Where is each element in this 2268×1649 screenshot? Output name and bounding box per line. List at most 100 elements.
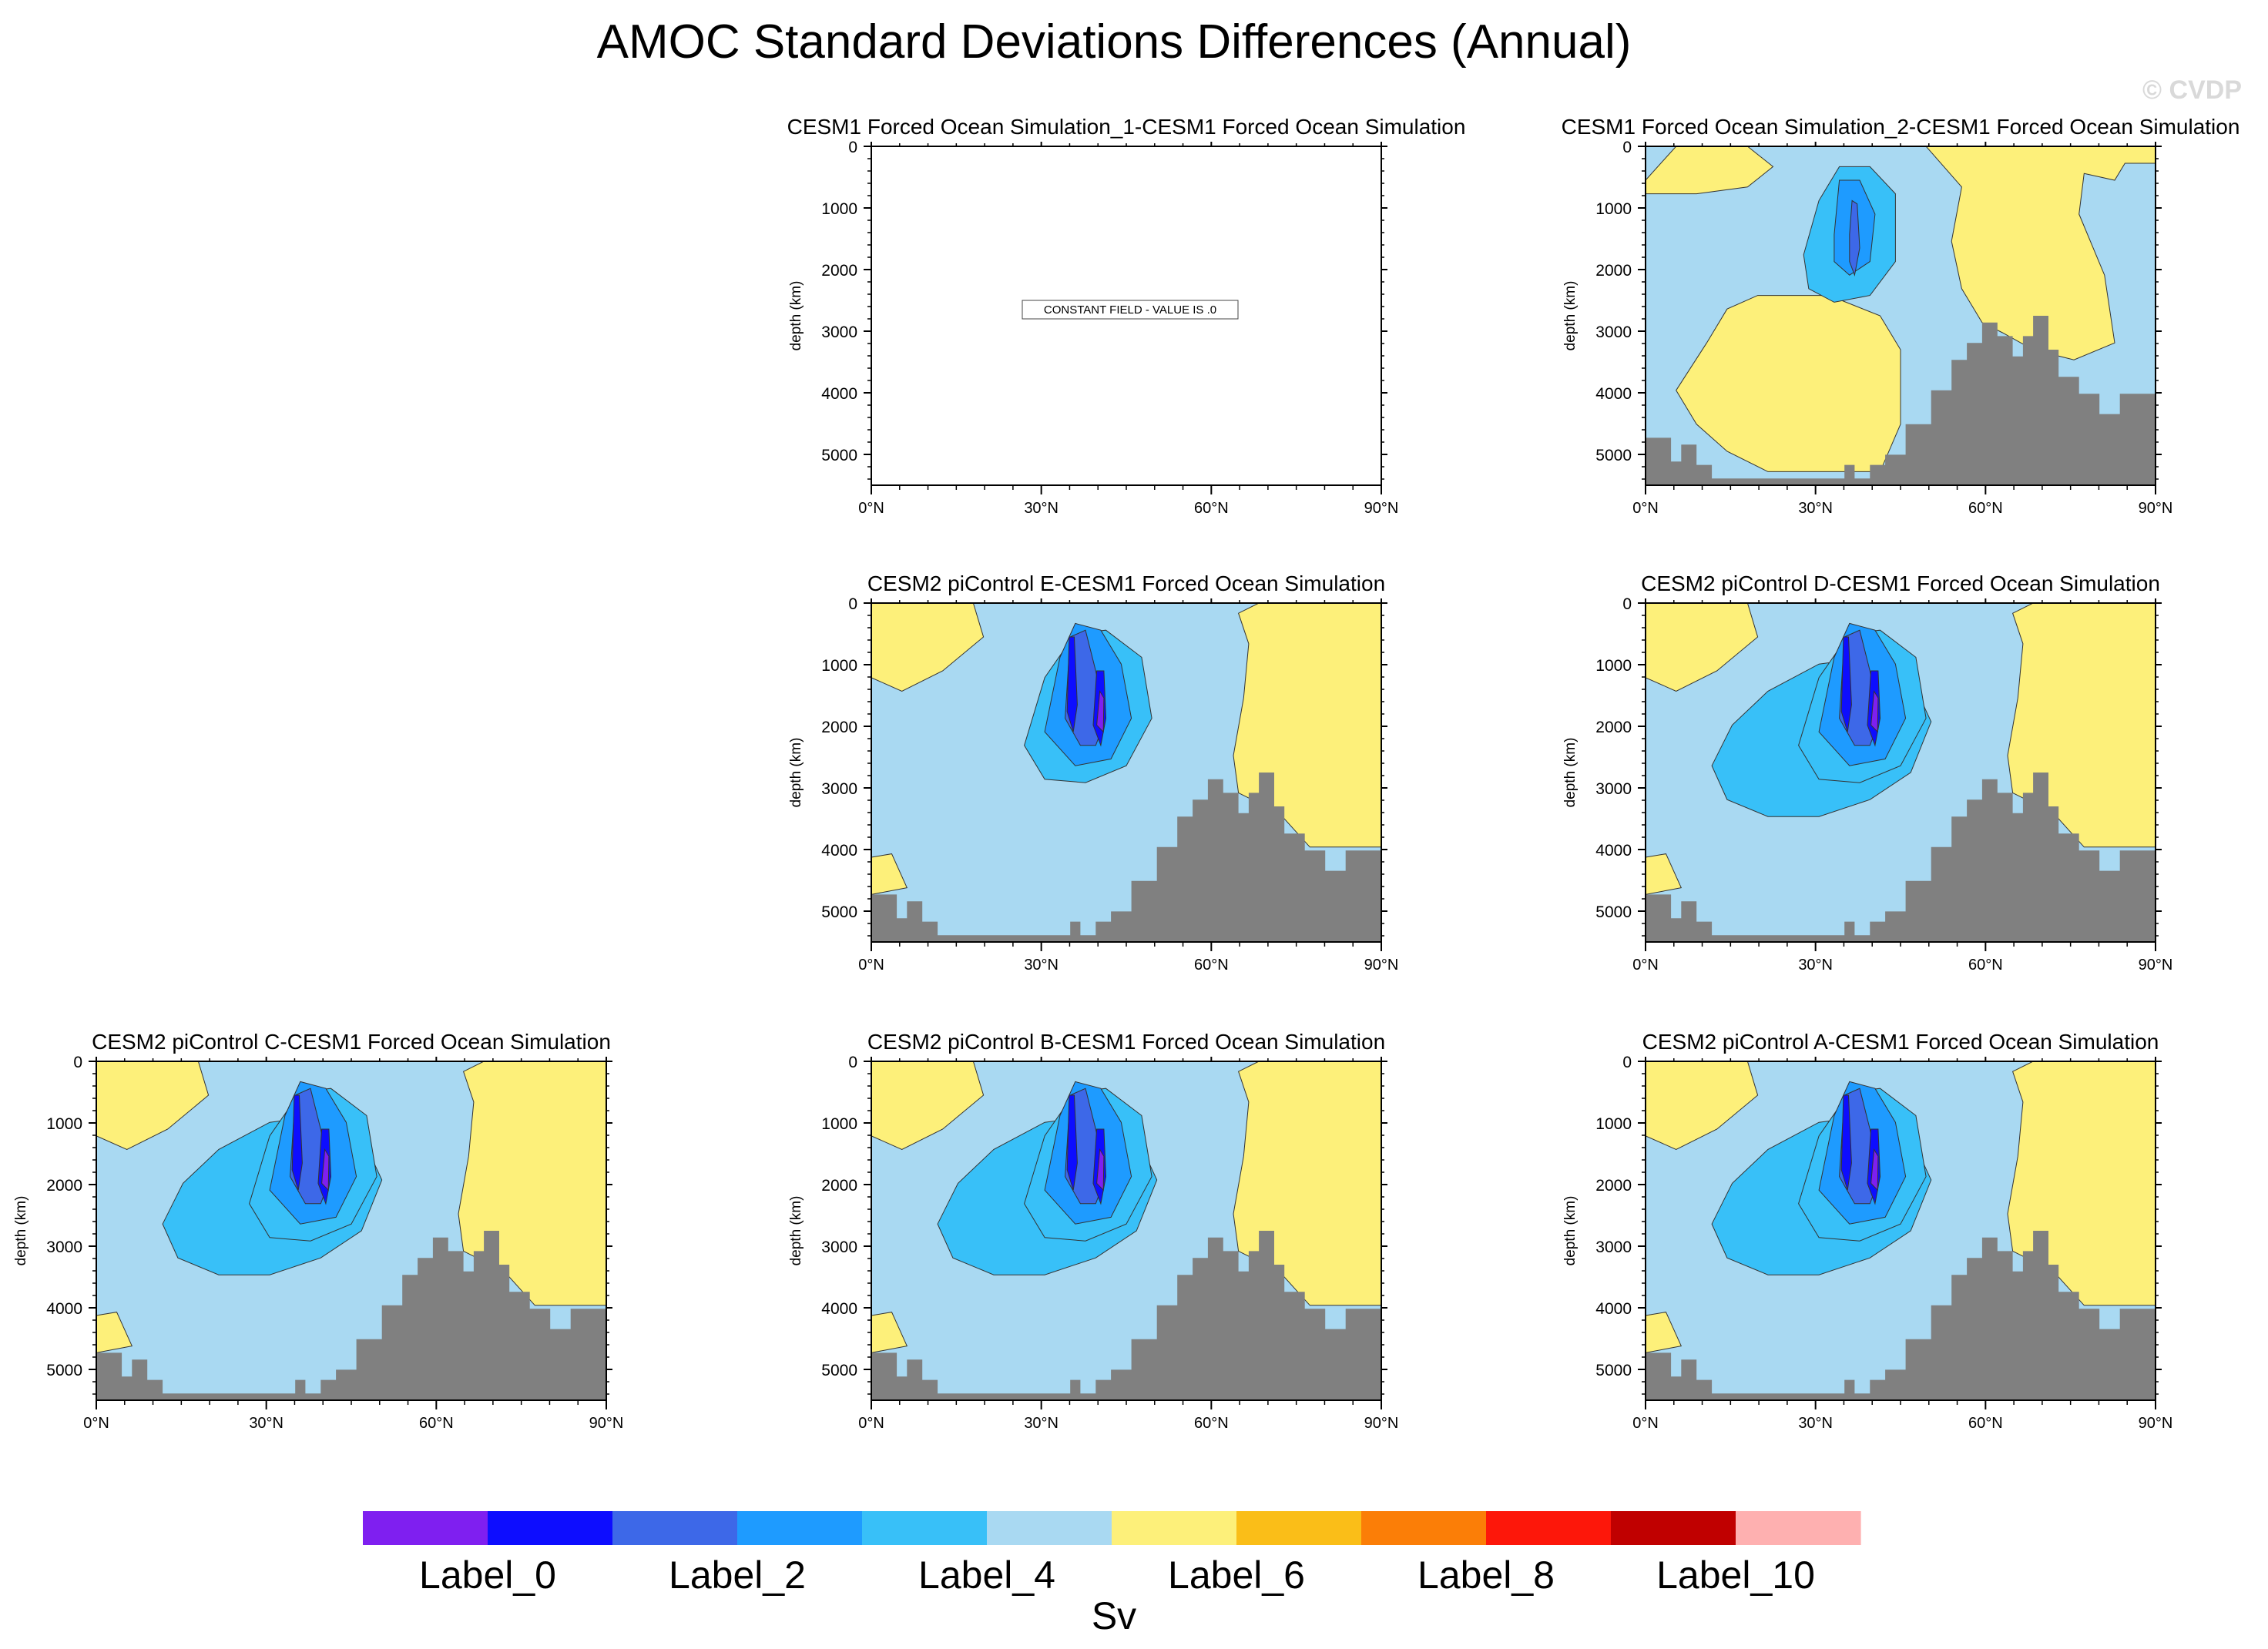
contour-negative [1096, 1148, 1105, 1192]
x-tick-label: 30°N [1024, 500, 1059, 517]
y-tick-label: 0 [1622, 139, 1632, 156]
y-tick-label: 2000 [1595, 1177, 1632, 1195]
bathymetry [1646, 316, 2156, 485]
plot-area [871, 1061, 1381, 1400]
y-tick-label: 0 [1622, 1054, 1632, 1071]
y-tick-label: 2000 [1595, 719, 1632, 736]
contour-negative [1840, 1094, 1852, 1191]
x-tick-label: 90°N [2139, 1415, 2173, 1432]
x-tick-label: 0°N [858, 500, 884, 517]
panel-title: CESM1 Forced Ocean Simulation_1-CESM1 Fo… [787, 115, 1466, 139]
y-tick-label: 5000 [821, 903, 857, 921]
y-tick-label: 2000 [821, 262, 857, 280]
x-tick-label: 0°N [1632, 957, 1659, 974]
y-tick-label: 5000 [821, 447, 857, 464]
y-tick-label: 0 [848, 139, 857, 156]
contour-negative [1066, 636, 1078, 732]
figure-title: AMOC Standard Deviations Differences (An… [597, 15, 1632, 69]
y-tick-label: 3000 [1595, 780, 1632, 798]
bathymetry [871, 773, 1381, 942]
contour-negative [1066, 1094, 1078, 1191]
x-tick-label: 0°N [858, 957, 884, 974]
colorbar-label: Label_2 [669, 1553, 806, 1597]
colorbar [363, 1511, 1861, 1545]
bathymetry [871, 1231, 1381, 1400]
colorbar-swatch [1112, 1511, 1237, 1545]
plot-area [96, 1061, 606, 1400]
y-axis-label: depth (km) [1562, 281, 1579, 351]
panel-p1: CESM1 Forced Ocean Simulation_1-CESM1 Fo… [787, 115, 1466, 517]
panel-title: CESM2 piControl A-CESM1 Forced Ocean Sim… [1642, 1030, 2159, 1054]
x-tick-label: 90°N [2139, 500, 2173, 517]
y-axis-label: depth (km) [1562, 1196, 1579, 1266]
colorbar-swatch [1736, 1511, 1861, 1545]
y-tick-label: 0 [848, 595, 857, 613]
colorbar-swatch [488, 1511, 613, 1545]
bathymetry [96, 1231, 606, 1400]
x-tick-label: 60°N [1968, 1415, 2003, 1432]
y-tick-label: 4000 [821, 1300, 857, 1318]
y-tick-label: 5000 [1595, 903, 1632, 921]
contour-positive [96, 1061, 210, 1150]
y-tick-label: 5000 [1595, 1362, 1632, 1379]
colorbar-swatch [1611, 1511, 1736, 1545]
y-tick-label: 0 [848, 1054, 857, 1071]
contour-positive [1676, 295, 1901, 472]
y-tick-label: 1000 [1595, 657, 1632, 675]
colorbar-labels: Label_0 Label_2 Label_4 Label_6 Label_8 Label… [419, 1553, 1815, 1597]
panel-p3: CESM2 piControl E-CESM1 Forced Ocean Sim… [788, 571, 1398, 974]
y-axis-label: depth (km) [1562, 738, 1579, 808]
y-tick-label: 4000 [821, 842, 857, 860]
y-tick-label: 3000 [821, 1238, 857, 1256]
y-axis-label: depth (km) [788, 738, 804, 808]
x-tick-label: 60°N [419, 1415, 454, 1432]
x-tick-label: 60°N [1968, 500, 2003, 517]
panel-title: CESM1 Forced Ocean Simulation_2-CESM1 Fo… [1562, 115, 2240, 139]
contour-positive [1646, 603, 1759, 692]
x-tick-label: 0°N [1632, 1415, 1659, 1432]
panel-p7: CESM2 piControl A-CESM1 Forced Ocean Sim… [1562, 1030, 2172, 1432]
colorbar-label: Label_0 [419, 1553, 556, 1597]
plot-area [1646, 603, 2156, 942]
x-tick-label: 90°N [1364, 500, 1399, 517]
x-tick-label: 30°N [1798, 957, 1833, 974]
y-tick-label: 1000 [1595, 200, 1632, 218]
x-tick-label: 30°N [1024, 957, 1059, 974]
plot-area [1646, 146, 2156, 485]
y-tick-label: 1000 [1595, 1115, 1632, 1133]
contour-negative [291, 1094, 303, 1191]
y-tick-label: 4000 [821, 385, 857, 403]
x-tick-label: 0°N [1632, 500, 1659, 517]
panel-p4: CESM2 piControl D-CESM1 Forced Ocean Sim… [1562, 571, 2172, 974]
y-tick-label: 3000 [1595, 323, 1632, 341]
colorbar-swatch [363, 1511, 488, 1545]
y-tick-label: 4000 [1595, 842, 1632, 860]
contour-positive [871, 853, 908, 895]
y-tick-label: 0 [1622, 595, 1632, 613]
y-axis-label: depth (km) [788, 1196, 804, 1266]
x-tick-label: 90°N [589, 1415, 624, 1432]
y-tick-label: 2000 [46, 1177, 82, 1195]
y-tick-label: 2000 [1595, 262, 1632, 280]
colorbar-label: Label_4 [918, 1553, 1055, 1597]
y-tick-label: 2000 [821, 719, 857, 736]
contour-positive [1925, 146, 2156, 360]
panel-title: CESM2 piControl C-CESM1 Forced Ocean Sim… [92, 1030, 611, 1054]
colorbar-swatch [1486, 1511, 1612, 1545]
y-tick-label: 5000 [821, 1362, 857, 1379]
x-tick-label: 90°N [2139, 957, 2173, 974]
colorbar-label: Label_10 [1656, 1553, 1815, 1597]
y-tick-label: 1000 [821, 657, 857, 675]
contour-positive [96, 1312, 133, 1353]
plot-area [871, 603, 1381, 942]
contour-positive [1646, 853, 1683, 895]
y-tick-label: 4000 [1595, 1300, 1632, 1318]
contour-negative [1870, 1148, 1879, 1192]
x-tick-label: 60°N [1194, 500, 1229, 517]
x-tick-label: 90°N [1364, 1415, 1399, 1432]
y-axis-label: depth (km) [13, 1196, 29, 1266]
contour-negative [1096, 689, 1105, 733]
colorbar-swatch [612, 1511, 738, 1545]
x-tick-label: 0°N [858, 1415, 884, 1432]
